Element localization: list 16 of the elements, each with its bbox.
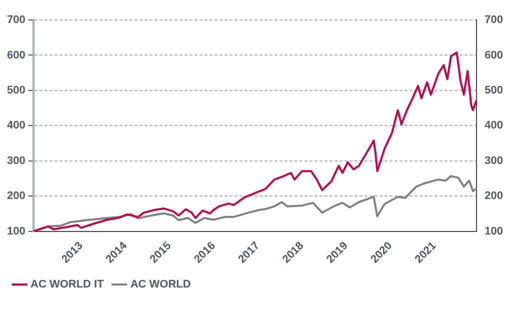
y2-tick-label: 600 (484, 49, 504, 62)
y-tick-label: 600 (6, 49, 26, 62)
y-tick-label: 200 (6, 190, 26, 202)
y-tick-label: 500 (6, 84, 26, 96)
y2-tick-label: 100 (484, 225, 504, 238)
y2-tick-label: 700 (484, 14, 504, 26)
y2-tick-label: 300 (484, 154, 504, 167)
y-tick-label: 100 (6, 225, 26, 238)
legend-label: AC WORLD (130, 278, 191, 291)
y2-tick-label: 200 (484, 190, 504, 202)
y-tick-label: 700 (6, 14, 26, 26)
y2-tick-label: 500 (484, 84, 504, 96)
legend-label: AC WORLD IT (30, 278, 104, 291)
y-tick-label: 300 (6, 154, 26, 167)
y-tick-label: 400 (6, 120, 26, 132)
y2-tick-label: 400 (484, 120, 504, 132)
